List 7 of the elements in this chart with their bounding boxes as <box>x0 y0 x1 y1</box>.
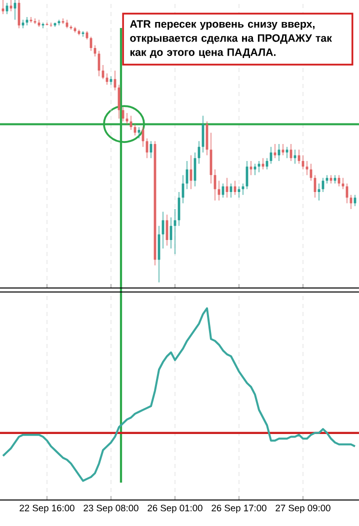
annotation: ATR пересек уровень снизу вверх, открывается сделка на ПРОДАЖУ так как до этого цена ПАДАЛА. <box>130 20 332 58</box>
x-tick-label: 26 Sep 17:00 <box>212 504 266 514</box>
x-tick-label: 22 Sep 16:00 <box>20 504 74 514</box>
candlestick <box>46 22 48 26</box>
x-tick-label: 27 Sep 09:00 <box>276 504 330 514</box>
x-tick-label: 23 Sep 08:00 <box>84 504 138 514</box>
x-tick-label: 26 Sep 01:00 <box>148 504 202 514</box>
